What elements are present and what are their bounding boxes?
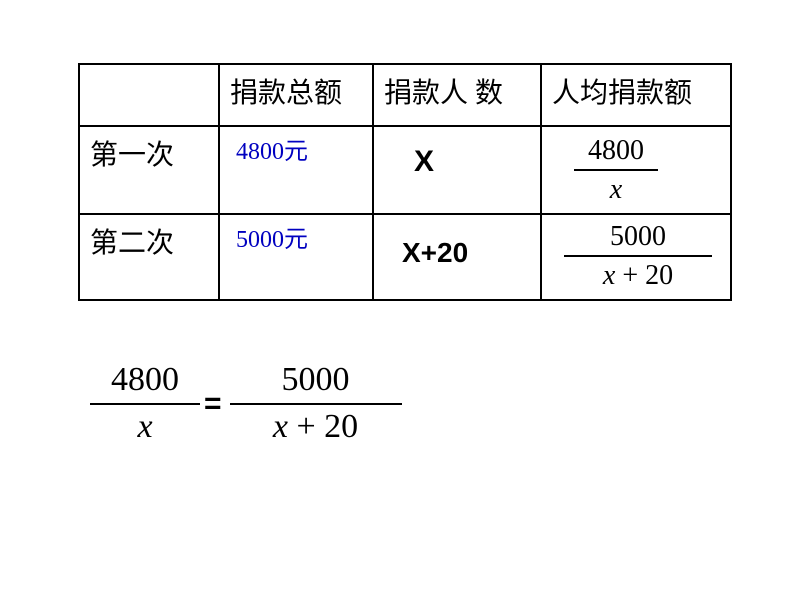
header-people: 捐款人 数 xyxy=(373,64,541,126)
header-avg: 人均捐款额 xyxy=(541,64,731,126)
header-blank xyxy=(79,64,219,126)
donation-table: 捐款总额 捐款人 数 人均捐款额 第一次 4800元 X 4800 x 第二次 … xyxy=(78,63,732,301)
fraction: 4800 x xyxy=(552,133,658,207)
fraction-numerator: 5000 xyxy=(230,360,402,405)
row-avg: 5000 x + 20 xyxy=(541,214,731,300)
table: 捐款总额 捐款人 数 人均捐款额 第一次 4800元 X 4800 x 第二次 … xyxy=(78,63,732,301)
fraction: 5000 x + 20 xyxy=(552,221,712,293)
row-label: 第一次 xyxy=(79,126,219,214)
fraction-numerator: 4800 xyxy=(574,135,658,171)
fraction-denominator: x + 20 xyxy=(564,257,712,293)
table-row: 第二次 5000元 X+20 5000 x + 20 xyxy=(79,214,731,300)
fraction-numerator: 5000 xyxy=(564,221,712,257)
row-people: X xyxy=(373,126,541,214)
row-people: X+20 xyxy=(373,214,541,300)
equation: 4800 x = 5000 x + 20 xyxy=(90,360,402,448)
row-label: 第二次 xyxy=(79,214,219,300)
row-avg: 4800 x xyxy=(541,126,731,214)
row-amount: 5000元 xyxy=(219,214,373,300)
fraction-denominator: x xyxy=(574,171,658,207)
fraction-denominator: x xyxy=(90,405,200,448)
equals-sign: = xyxy=(204,387,222,421)
table-row: 第一次 4800元 X 4800 x xyxy=(79,126,731,214)
table-header-row: 捐款总额 捐款人 数 人均捐款额 xyxy=(79,64,731,126)
equation-left-fraction: 4800 x xyxy=(90,360,200,448)
fraction-numerator: 4800 xyxy=(90,360,200,405)
header-total: 捐款总额 xyxy=(219,64,373,126)
row-amount: 4800元 xyxy=(219,126,373,214)
fraction-denominator: x + 20 xyxy=(230,405,402,448)
equation-right-fraction: 5000 x + 20 xyxy=(230,360,402,448)
